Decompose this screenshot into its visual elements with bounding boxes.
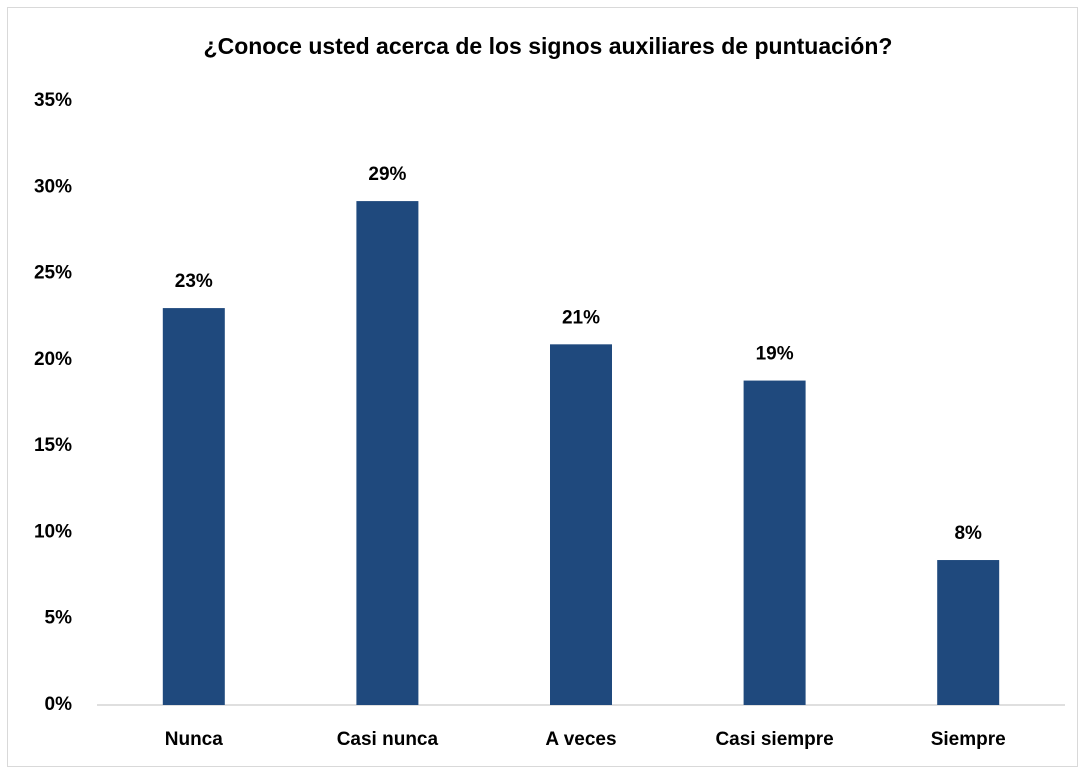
data-label: 8% <box>954 523 982 544</box>
bar <box>356 201 419 705</box>
bar <box>743 380 806 705</box>
chart-title: ¿Conoce usted acerca de los signos auxil… <box>204 33 893 59</box>
data-label: 29% <box>368 164 406 185</box>
x-tick-label: Nunca <box>165 729 224 750</box>
data-label: 21% <box>562 307 600 328</box>
y-tick-label: 25% <box>34 263 72 284</box>
y-tick-label: 10% <box>34 521 72 542</box>
data-label: 23% <box>175 271 213 292</box>
y-tick-label: 15% <box>34 435 72 456</box>
x-tick-label: Casi siempre <box>715 729 833 750</box>
y-tick-label: 35% <box>34 90 72 111</box>
y-tick-label: 20% <box>34 349 72 370</box>
y-tick-label: 5% <box>45 608 73 629</box>
bar <box>550 344 612 705</box>
data-label: 19% <box>756 344 794 365</box>
x-tick-label: Casi nunca <box>337 729 439 750</box>
y-tick-label: 30% <box>34 176 72 197</box>
x-tick-label: A veces <box>545 729 616 750</box>
bar <box>162 308 225 705</box>
x-tick-label: Siempre <box>931 729 1006 750</box>
bar <box>937 560 1000 705</box>
y-tick-label: 0% <box>45 694 73 715</box>
